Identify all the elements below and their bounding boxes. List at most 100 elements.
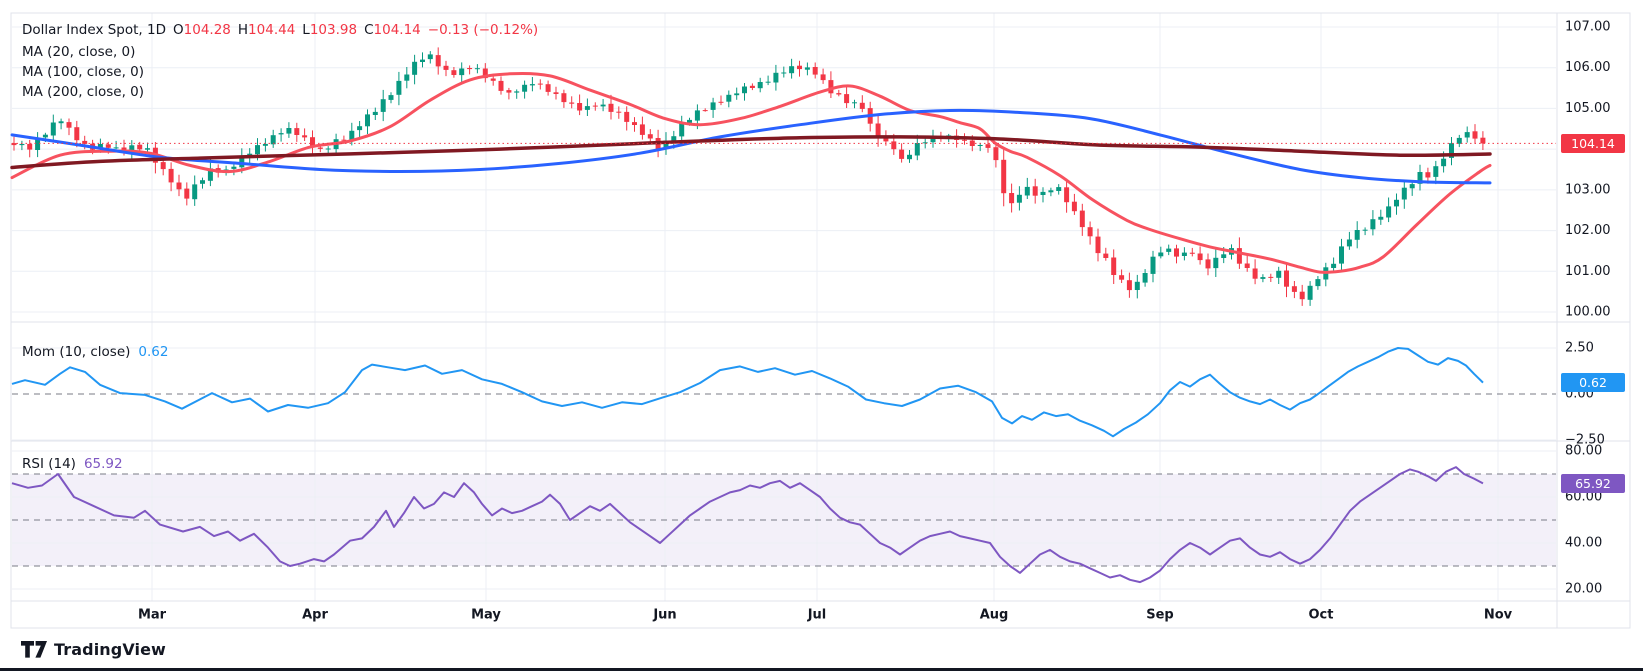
candle-body <box>600 104 606 107</box>
candle-body <box>836 93 842 95</box>
candle-body <box>1071 201 1077 212</box>
candle-body <box>1016 194 1022 203</box>
candle-body <box>1456 137 1462 144</box>
price-axis-label: 103.00 <box>1565 182 1611 197</box>
ma20-label: MA (20, close, 0) <box>22 44 136 60</box>
candle-body <box>19 143 25 146</box>
candle-body <box>168 168 174 183</box>
candle-body <box>679 122 685 137</box>
candle-body <box>396 80 402 95</box>
tradingview-logo-link[interactable]: TradingView <box>21 640 166 659</box>
candle-body <box>632 122 637 125</box>
candle-body <box>310 137 315 148</box>
candle-body <box>1095 236 1101 254</box>
candle-body <box>624 111 630 122</box>
candle-body <box>1158 252 1164 257</box>
candle-body <box>160 162 166 170</box>
candle-body <box>302 135 308 138</box>
candle-body <box>1252 268 1258 279</box>
candle-body <box>1472 131 1478 139</box>
candle-body <box>1260 277 1266 279</box>
ohlc-close: C104.14 <box>364 22 421 38</box>
candle-body <box>859 102 865 109</box>
candle-body <box>734 93 740 96</box>
time-axis-label: Apr <box>302 608 328 623</box>
candle-body <box>1449 143 1454 158</box>
symbol-title: Dollar Index Spot, 1D <box>22 22 166 38</box>
candle-body <box>498 80 504 91</box>
candle-body <box>1150 256 1156 274</box>
candle-body <box>797 65 802 70</box>
candle-body <box>977 145 983 146</box>
candle-body <box>852 102 857 104</box>
ma-line-100 <box>10 108 1492 185</box>
candle-body <box>1056 187 1062 191</box>
candle-body <box>82 140 88 144</box>
rsi-axis-label: 60.00 <box>1565 490 1602 505</box>
momentum-value: 0.62 <box>138 344 169 360</box>
candle-body <box>1354 230 1360 240</box>
candle-body <box>372 111 378 115</box>
price-axis-label: 105.00 <box>1565 101 1611 116</box>
candle-body <box>317 147 323 149</box>
candle-body <box>742 86 747 94</box>
pane-frame <box>10 12 1631 629</box>
candle-body <box>1166 248 1172 252</box>
candle-body <box>1394 199 1399 207</box>
candle-body <box>294 128 300 135</box>
candle-body <box>145 148 150 150</box>
time-axis-label: Mar <box>138 608 167 623</box>
candle-body <box>420 59 425 62</box>
candle-body <box>27 143 33 150</box>
candle-body <box>341 139 347 141</box>
candle-body <box>969 140 975 146</box>
candle-body <box>1040 191 1046 195</box>
rsi-value-badge: 65.92 <box>1561 474 1625 493</box>
candle-body <box>993 147 999 161</box>
momentum-label: Mom (10, close) <box>22 344 131 360</box>
momentum-value-badge: 0.62 <box>1561 373 1625 392</box>
candle-body <box>522 84 528 92</box>
candle-body <box>1189 252 1195 254</box>
candle-body <box>1001 159 1007 194</box>
candle-body <box>561 93 567 103</box>
price-axis-label: 102.00 <box>1565 223 1611 238</box>
candle-body <box>592 105 598 107</box>
ohlc-high: H104.44 <box>237 22 296 38</box>
price-axis-label: 101.00 <box>1565 264 1611 279</box>
candle-body <box>820 74 826 81</box>
candle-body <box>365 114 370 127</box>
candle-body <box>663 140 669 149</box>
candle-body <box>537 83 543 85</box>
candle-body <box>702 110 708 112</box>
candle-body <box>875 123 881 139</box>
rsi-legend: RSI (14) 65.92 <box>22 457 123 472</box>
candle-body <box>443 65 449 70</box>
candle-body <box>1079 210 1085 228</box>
candle-body <box>66 122 72 128</box>
candle-body <box>349 130 355 140</box>
candle-body <box>97 144 103 150</box>
candle-body <box>687 119 692 123</box>
momentum-axis-label: 2.50 <box>1565 341 1594 356</box>
candle-body <box>286 128 292 134</box>
candle-body <box>1205 259 1211 269</box>
tradingview-brand-text: TradingView <box>54 640 166 659</box>
candle-body <box>1213 257 1219 269</box>
candle-body <box>749 85 755 88</box>
ma20-legend: MA (20, close, 0) <box>22 44 135 60</box>
candle-body <box>812 67 818 75</box>
candle-body <box>718 101 724 103</box>
candle-body <box>467 68 473 70</box>
ohlc-low: L103.98 <box>302 22 358 38</box>
candle-body <box>1221 254 1227 258</box>
candle-body <box>200 180 205 184</box>
candle-body <box>1024 186 1030 196</box>
candle-body <box>482 68 488 79</box>
candle-body <box>1401 187 1407 200</box>
candle-body <box>1339 246 1344 264</box>
price-axis-label: 106.00 <box>1565 60 1611 75</box>
ma-line-20 <box>10 71 1492 274</box>
